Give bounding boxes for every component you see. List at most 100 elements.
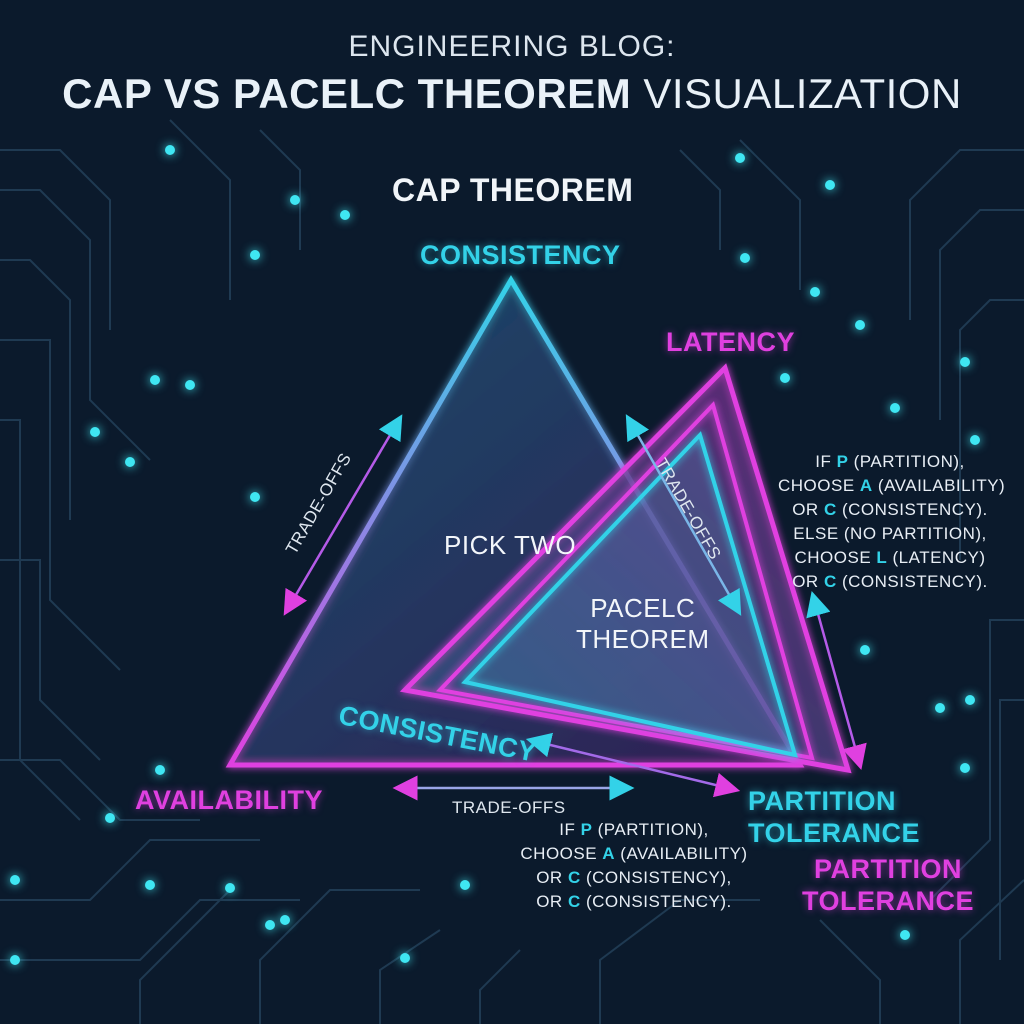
title-bold: CAP VS PACELC THEOREM	[62, 70, 632, 117]
circuit-node	[825, 180, 835, 190]
note-text: (LATENCY)	[887, 548, 986, 567]
tradeoff-arrow-left	[283, 414, 403, 616]
note-text: CHOOSE	[778, 476, 860, 495]
note-highlight: C	[823, 500, 837, 519]
partition-arrow	[806, 590, 867, 771]
tradeoffs-bottom-label: TRADE-OFFS	[452, 798, 566, 817]
pacelc-note-bottom: IF P (PARTITION), CHOOSE A (AVAILABILITY)…	[516, 818, 752, 914]
circuit-trace	[909, 149, 1024, 320]
circuit-trace	[999, 699, 1024, 960]
circuit-node	[145, 880, 155, 890]
circuit-node	[810, 287, 820, 297]
note-highlight: L	[876, 548, 888, 567]
note-line: IF P (PARTITION),	[516, 818, 752, 842]
cap-title: CAP THEOREM	[392, 172, 634, 208]
note-highlight: A	[602, 844, 616, 863]
circuit-node	[185, 380, 195, 390]
circuit-node	[225, 883, 235, 893]
note-line: CHOOSE L (LATENCY)	[778, 546, 1002, 570]
circuit-trace	[0, 559, 101, 761]
circuit-node	[960, 357, 970, 367]
circuit-node	[165, 145, 175, 155]
circuit-node	[340, 210, 350, 220]
cap-center-label: PICK TWO	[444, 530, 577, 560]
note-line: OR C (CONSISTENCY).	[778, 498, 1002, 522]
circuit-trace	[0, 339, 121, 671]
circuit-node	[250, 492, 260, 502]
circuit-node	[125, 457, 135, 467]
circuit-node	[250, 250, 260, 260]
circuit-trace	[379, 929, 441, 1024]
note-text: (AVAILABILITY)	[872, 476, 1006, 495]
circuit-node	[735, 153, 745, 163]
note-highlight: C	[823, 572, 837, 591]
pacelc-center-label: PACELC THEOREM	[576, 593, 710, 655]
circuit-node	[970, 435, 980, 445]
note-line: IF P (PARTITION),	[778, 450, 1002, 474]
circuit-node	[150, 375, 160, 385]
note-highlight: C	[567, 868, 581, 887]
note-line: OR C (CONSISTENCY).	[778, 570, 1002, 594]
circuit-node	[290, 195, 300, 205]
note-line: CHOOSE A (AVAILABILITY)	[516, 842, 752, 866]
circuit-trace	[0, 839, 260, 901]
circuit-trace	[0, 759, 200, 821]
tradeoff-arrow-right	[625, 414, 742, 616]
circuit-trace	[679, 149, 721, 250]
circuit-trace	[139, 889, 231, 1024]
note-text: OR	[536, 868, 568, 887]
circuit-node	[960, 763, 970, 773]
note-text: IF	[559, 820, 581, 839]
pacelc-partition-line2: TOLERANCE	[802, 886, 975, 916]
circuit-trace	[0, 149, 111, 330]
note-highlight: P	[580, 820, 593, 839]
circuit-trace	[0, 189, 151, 461]
circuit-node	[400, 953, 410, 963]
circuit-node	[890, 403, 900, 413]
note-highlight: C	[567, 892, 581, 911]
circuit-node	[855, 320, 865, 330]
note-text: (CONSISTENCY).	[836, 572, 988, 591]
circuit-node	[740, 253, 750, 263]
note-text: OR	[792, 500, 824, 519]
pacelc-center-line2: THEOREM	[576, 624, 710, 654]
circuit-node	[780, 373, 790, 383]
circuit-node	[900, 930, 910, 940]
circuit-trace	[169, 119, 231, 300]
note-line: OR C (CONSISTENCY),	[516, 866, 752, 890]
note-line: CHOOSE A (AVAILABILITY)	[778, 474, 1005, 498]
circuit-trace	[0, 259, 71, 520]
cap-partition-line1: PARTITION	[748, 786, 896, 816]
circuit-node	[460, 880, 470, 890]
circuit-trace	[259, 889, 420, 1024]
pacelc-note-right: IF P (PARTITION), CHOOSE A (AVAILABILITY)…	[778, 450, 1005, 594]
circuit-trace	[479, 949, 521, 1024]
circuit-trace	[739, 139, 801, 290]
circuit-trace	[819, 919, 881, 1024]
circuit-node	[90, 427, 100, 437]
note-text: IF	[815, 452, 837, 471]
note-text: (PARTITION),	[592, 820, 709, 839]
cap-partition-label: PARTITION TOLERANCE	[748, 785, 920, 849]
circuit-node	[935, 703, 945, 713]
note-line: OR C (CONSISTENCY).	[516, 890, 752, 914]
note-text: (PARTITION),	[848, 452, 965, 471]
circuit-node	[155, 765, 165, 775]
circuit-node	[10, 875, 20, 885]
page-title: CAP VS PACELC THEOREM VISUALIZATION	[0, 70, 1024, 118]
consistency-arrow	[525, 732, 741, 798]
note-highlight: A	[859, 476, 873, 495]
note-text: (AVAILABILITY)	[615, 844, 748, 863]
pacelc-center-line1: PACELC	[590, 593, 696, 623]
circuit-node	[10, 955, 20, 965]
circuit-trace	[0, 899, 300, 961]
note-text: CHOOSE	[794, 548, 877, 567]
note-text: OR	[536, 892, 568, 911]
cap-availability-label: AVAILABILITY	[135, 785, 323, 815]
circuit-node	[265, 920, 275, 930]
note-line: ELSE (NO PARTITION),	[778, 522, 1002, 546]
pacelc-triangle-inner	[435, 401, 815, 761]
note-text: OR	[792, 572, 824, 591]
